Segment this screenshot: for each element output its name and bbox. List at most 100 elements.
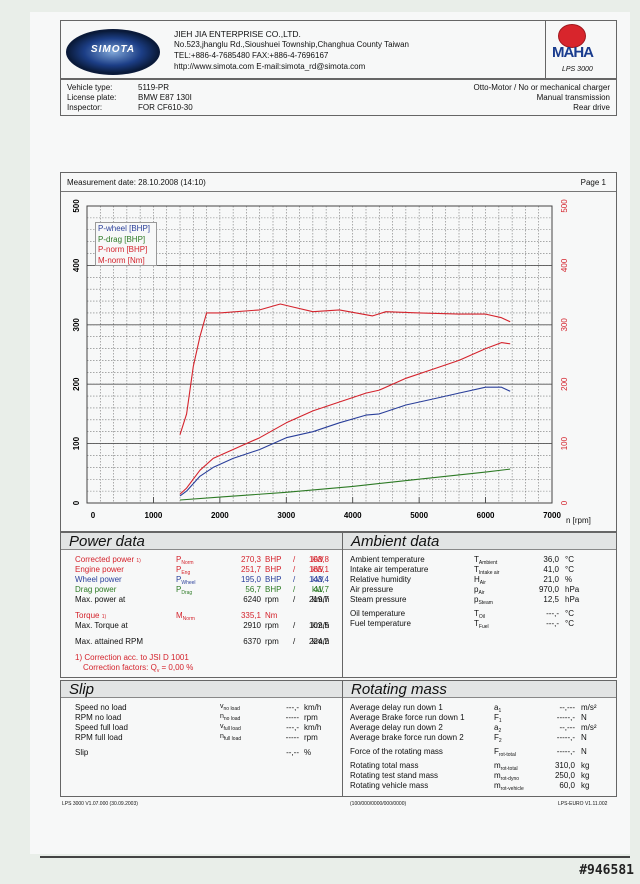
company-web: http://www.simota.com E-mail:simota_rd@s… [174, 62, 366, 71]
ambient-row-label: Oil temperature [350, 609, 406, 618]
x-tick-label: 0 [91, 511, 96, 520]
rotating-row-unit: m/s² [581, 703, 597, 712]
power-row-value2: 143,4 [308, 575, 329, 584]
image-id-stamp: #946581 [579, 863, 634, 878]
rotating-row-value: -----,- [556, 747, 575, 756]
power-row-label: Wheel power [75, 575, 122, 584]
slip-row-value: ----- [285, 733, 299, 742]
power-row-unit: BHP [265, 585, 282, 594]
slip-row-label: Slip [75, 748, 89, 757]
x-tick-label: 1000 [145, 511, 163, 520]
slip-row-unit: rpm [304, 733, 318, 742]
rotating-mass-box: Rotating mass Average delay run down 1 a1… [342, 680, 617, 797]
y-tick-label-right: 100 [560, 436, 569, 450]
ambient-data-title: Ambient data [343, 533, 616, 550]
power-row-value: 6240 [243, 595, 261, 604]
m-norm-line [179, 303, 511, 435]
slip-title: Slip [61, 681, 342, 698]
slip-row-value: ---,- [286, 703, 299, 712]
power-row-label: Drag power [75, 585, 117, 594]
legend-p-wheel: P-wheel [BHP] [98, 224, 151, 233]
rotating-row-label: Rotating vehicle mass [350, 781, 429, 790]
rotating-row-symbol: a2 [494, 723, 502, 734]
slip-row-symbol: nno load [220, 713, 241, 722]
power-row-unit: BHP [265, 555, 282, 564]
ambient-row-symbol: pAir [474, 585, 485, 596]
torque-symbol: MNorm [176, 611, 195, 622]
max-rpm-value2: 224,2 [308, 637, 329, 646]
license-plate-value: BMW E87 130I [138, 93, 192, 102]
ambient-row-unit: % [565, 575, 573, 584]
ambient-row-symbol: pSteam [474, 595, 493, 606]
max-torque-label: Max. Torque at [75, 621, 128, 630]
maha-emblem-icon [558, 24, 586, 48]
x-tick-label: 6000 [477, 511, 495, 520]
slip-row-label: RPM no load [75, 713, 122, 722]
ambient-row-symbol: TIntake air [474, 565, 500, 576]
footer-software-version: LPS 3000 V1.07.000 (30.09.2003) [62, 801, 138, 807]
slip-row-label: Speed no load [75, 703, 127, 712]
x-tick-label: 3000 [277, 511, 295, 520]
slip-row-symbol: vno load [220, 703, 240, 712]
p-wheel-line [179, 386, 511, 497]
chart-legend: P-wheel [BHP] P-drag [BHP] P-norm [BHP] … [95, 222, 157, 266]
transmission-type: Manual transmission [536, 93, 610, 102]
y-tick-label-left: 0 [72, 500, 81, 505]
y-tick-label-right: 300 [560, 318, 569, 332]
power-row-label: Max. power at [75, 595, 126, 604]
page-number: Page 1 [580, 178, 606, 187]
max-rpm-unit: rpm [265, 637, 279, 646]
power-row-unit2: kW [312, 585, 324, 594]
power-row-unit: BHP [265, 575, 282, 584]
simota-logo: SIMOTA [66, 29, 160, 75]
power-row-unit2: kW [312, 575, 324, 584]
power-row-slash: / [293, 585, 296, 594]
rotating-row-symbol: F2 [494, 733, 502, 744]
power-row-value2: 185,1 [308, 565, 329, 574]
header-box: SIMOTA JIEH JIA ENTERPRISE CO.,LTD. No.5… [60, 20, 617, 79]
inspector-value: FOR CF610-30 [138, 103, 193, 112]
power-row-unit2: kW [312, 565, 324, 574]
ambient-row-label: Steam pressure [350, 595, 407, 604]
license-plate-label: License plate: [67, 93, 117, 102]
rotating-row-value: -----,- [556, 733, 575, 742]
max-torque-unit2: km/h [312, 621, 330, 630]
ambient-row-unit: hPa [565, 595, 580, 604]
y-tick-label-right: 400 [560, 258, 569, 272]
rotating-row-value: 250,0 [554, 771, 575, 780]
slip-row-unit: km/h [304, 703, 322, 712]
power-row-unit2: kW [312, 555, 324, 564]
rotating-row-unit: kg [581, 781, 590, 790]
power-row-value2: 219,7 [308, 595, 329, 604]
power-row-label: Corrected power 1) [75, 555, 141, 564]
rotating-row-symbol: a1 [494, 703, 502, 714]
measurement-date: Measurement date: 28.10.2008 (14:10) [67, 178, 206, 187]
y-tick-label-left: 300 [72, 318, 81, 332]
vehicle-type-value: 5119-PR [138, 83, 169, 92]
ambient-row-symbol: TFuel [474, 619, 489, 630]
power-row-value: 56,7 [245, 585, 261, 594]
rotating-row-unit: N [581, 733, 587, 742]
ambient-data-box: Ambient data Ambient temperature TAmbient… [342, 532, 617, 678]
slip-row-symbol: vfull load [220, 723, 241, 732]
max-torque-slash: / [293, 621, 296, 630]
x-tick-label: 7000 [543, 511, 561, 520]
footer-euro-version: LPS-EURO V1.11.002 [558, 801, 608, 807]
power-row-slash: / [293, 555, 296, 564]
vehicle-info-box: Vehicle type: License plate: Inspector: … [60, 79, 617, 116]
ambient-row-unit: °C [565, 609, 574, 618]
slip-box: Slip Speed no load vno load ---,- km/h RPM n… [60, 680, 343, 797]
ambient-row-symbol: HAir [474, 575, 486, 586]
power-row-value: 270,3 [240, 555, 261, 564]
rotating-row-unit: kg [581, 761, 590, 770]
page-edge [40, 856, 630, 858]
max-rpm-label: Max. attained RPM [75, 637, 144, 646]
p-drag-line [179, 468, 511, 501]
footer-code: (100/000/0000/000/0000) [350, 801, 407, 807]
slip-row-value: ----- [285, 713, 299, 722]
company-phone: TEL:+886-4-7685480 FAX:+886-4-7696167 [174, 51, 329, 60]
power-row-slash: / [293, 595, 296, 604]
rotating-row-symbol: F1 [494, 713, 502, 724]
maha-model: LPS 3000 [562, 66, 593, 73]
